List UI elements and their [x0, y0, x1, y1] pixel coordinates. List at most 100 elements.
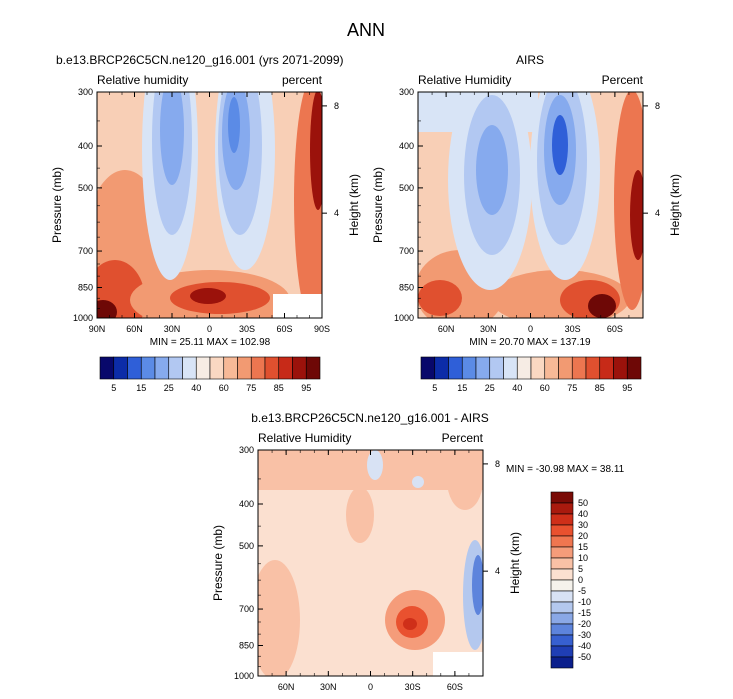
y-tick-label: 1000 — [234, 671, 254, 681]
y-axis-title: Pressure (mb) — [371, 167, 385, 243]
colorbar-label: -20 — [578, 619, 591, 629]
colorbar-box — [550, 590, 574, 603]
colorbar-box — [448, 356, 463, 380]
colorbar-box — [223, 356, 238, 380]
colorbar-box — [434, 356, 449, 380]
field-contour — [97, 300, 117, 318]
y-tick-label: 400 — [399, 141, 414, 151]
colorbar-box — [113, 356, 128, 380]
field-contour — [228, 97, 240, 153]
panel-diff-left-label: Relative Humidity — [258, 431, 351, 445]
colorbar-label: 60 — [540, 383, 550, 393]
colorbar-label: 15 — [457, 383, 467, 393]
colorbar-box — [292, 356, 307, 380]
y2-tick-label: 8 — [655, 101, 660, 111]
x-tick-label: 60S — [447, 682, 463, 692]
panel-model-field — [97, 92, 322, 318]
colorbar-label: 15 — [136, 383, 146, 393]
y-tick-label: 500 — [239, 541, 254, 551]
colorbar-box — [626, 356, 642, 380]
colorbar-label: 25 — [485, 383, 495, 393]
colorbar-box — [550, 502, 574, 515]
x-tick-label: 0 — [528, 324, 533, 334]
field-contour — [447, 450, 483, 510]
colorbar-box — [99, 356, 115, 380]
colorbar-box — [550, 579, 574, 592]
colorbar-box — [550, 535, 574, 548]
colorbar-label: 25 — [164, 383, 174, 393]
y-tick-label: 850 — [239, 640, 254, 650]
colorbar-label: -5 — [578, 586, 586, 596]
y-tick-label: 1000 — [394, 313, 414, 323]
colorbar-label: -30 — [578, 630, 591, 640]
colorbar-label: 50 — [578, 498, 588, 508]
colorbar-box — [544, 356, 559, 380]
colorbar-label: 60 — [219, 383, 229, 393]
panel-diff-right-label: Percent — [442, 431, 484, 445]
colorbar-box — [182, 356, 197, 380]
colorbar-label: 40 — [191, 383, 201, 393]
colorbar-label: 20 — [578, 531, 588, 541]
colorbar-box — [550, 546, 574, 559]
colorbar-label: 85 — [595, 383, 605, 393]
min-max-text: MIN = 25.11 MAX = 102.98 — [150, 337, 271, 348]
y-tick-label: 700 — [78, 246, 93, 256]
y2-tick-label: 4 — [334, 208, 339, 218]
x-tick-label: 60S — [607, 324, 623, 334]
x-tick-label: 60S — [276, 324, 292, 334]
colorbar-box — [550, 645, 574, 658]
y-tick-label: 400 — [239, 499, 254, 509]
y2-axis-title: Height (km) — [347, 174, 361, 236]
field-contour — [403, 618, 417, 630]
colorbar-box — [420, 356, 436, 380]
field-contour — [160, 92, 184, 185]
panel-airs-field — [418, 92, 643, 318]
y-axis-title: Pressure (mb) — [50, 167, 64, 243]
colorbar-box — [599, 356, 614, 380]
y2-axis-title: Height (km) — [508, 532, 522, 594]
colorbar-box — [237, 356, 252, 380]
colorbar-box — [154, 356, 170, 380]
y-tick-label: 500 — [78, 183, 93, 193]
colorbar-box — [550, 524, 574, 537]
missing-data-area — [273, 294, 322, 318]
colorbar-box — [250, 356, 266, 380]
colorbar-box — [278, 356, 293, 380]
colorbar-label: 85 — [274, 383, 284, 393]
colorbar-box — [550, 623, 574, 636]
colorbar-label: 40 — [578, 509, 588, 519]
colorbar-label: 75 — [246, 383, 256, 393]
colorbar-label: 75 — [567, 383, 577, 393]
colorbar-box — [550, 513, 574, 526]
field-contour — [367, 450, 383, 480]
y-tick-label: 400 — [78, 141, 93, 151]
y2-axis-title: Height (km) — [668, 174, 682, 236]
panel-model-left-label: Relative humidity — [97, 73, 188, 87]
y-tick-label: 1000 — [73, 313, 93, 323]
y-tick-label: 850 — [78, 282, 93, 292]
field-contour — [476, 125, 508, 215]
y-tick-label: 300 — [78, 87, 93, 97]
colorbar-box — [209, 356, 225, 380]
x-tick-label: 30N — [320, 682, 337, 692]
min-max-text: MIN = -30.98 MAX = 38.11 — [506, 464, 625, 475]
panel-model-right-label: percent — [282, 73, 323, 87]
colorbar-label: 5 — [432, 383, 437, 393]
colorbar-box — [489, 356, 504, 380]
panel-model: b.e13.BRCP26C5CN.ne120_g16.001 (yrs 2071… — [56, 53, 344, 319]
field-contour — [258, 560, 300, 676]
colorbar-box — [516, 356, 532, 380]
y-tick-label: 700 — [239, 604, 254, 614]
colorbar-box — [461, 356, 477, 380]
colorbar-box — [571, 356, 587, 380]
x-tick-label: 90N — [89, 324, 106, 334]
x-tick-label: 30N — [480, 324, 497, 334]
y-tick-label: 300 — [239, 445, 254, 455]
colorbar-box — [558, 356, 573, 380]
x-tick-label: 30S — [239, 324, 255, 334]
colorbar-box — [550, 491, 574, 504]
colorbar-box — [305, 356, 321, 380]
y-tick-label: 500 — [399, 183, 414, 193]
panel-airs: AIRS Relative Humidity Percent — [417, 53, 644, 319]
colorbar-box — [550, 568, 574, 581]
